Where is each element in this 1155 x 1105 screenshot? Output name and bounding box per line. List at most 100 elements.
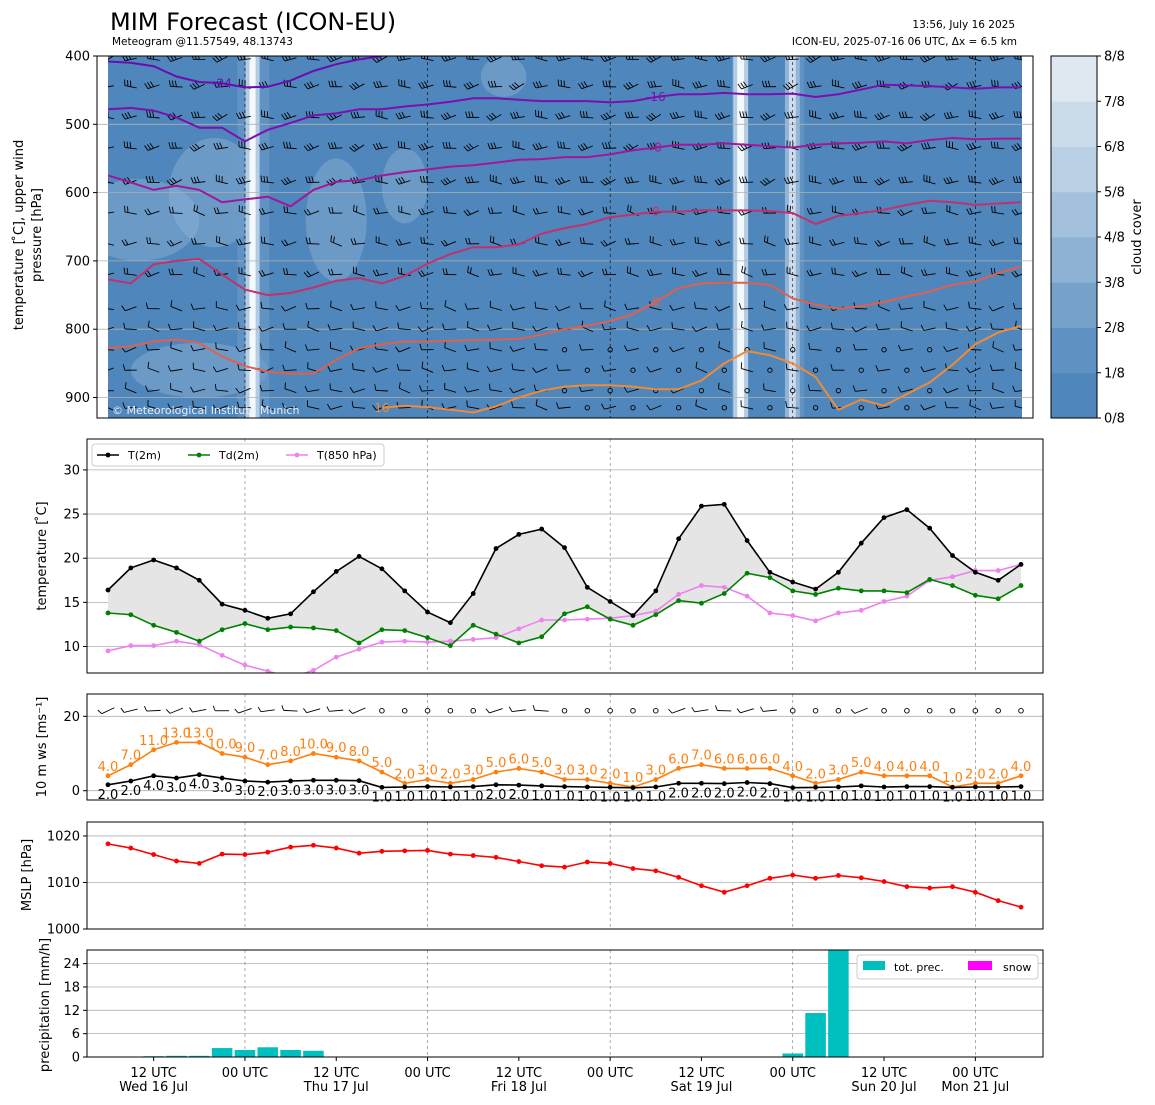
surface-calm-marker xyxy=(379,707,385,714)
barb-shaft xyxy=(1014,348,1022,351)
barb-feather xyxy=(965,367,971,373)
barb-shaft xyxy=(672,328,685,331)
barb-feather xyxy=(147,361,150,369)
barb-feather xyxy=(877,113,882,119)
barb-feather xyxy=(235,346,240,352)
barb-feather xyxy=(926,236,928,243)
gust-value-label: 2.0 xyxy=(805,767,826,782)
barb-feather xyxy=(283,206,286,213)
wind-barb xyxy=(260,236,274,246)
wind-barb xyxy=(191,111,206,119)
barb-feather xyxy=(809,207,814,214)
precip-bar xyxy=(280,1049,301,1057)
barb-feather xyxy=(307,320,310,328)
barb-feather xyxy=(516,111,520,118)
y-tick-label: 1010 xyxy=(47,876,80,891)
mean-wind-value-label: 1.0 xyxy=(897,790,918,805)
wind-mean-point xyxy=(836,784,841,790)
surface-wind-barb xyxy=(485,708,503,714)
barb-feather xyxy=(196,267,198,274)
barb-feather xyxy=(672,238,677,245)
barb-feather xyxy=(859,176,862,183)
wind-barb xyxy=(806,269,822,277)
barb-shaft xyxy=(330,405,343,410)
barb-feather xyxy=(489,300,491,308)
barb-feather xyxy=(578,385,582,392)
barb-shaft xyxy=(650,405,662,411)
wind-barb xyxy=(669,176,685,185)
gust-value-label: 2.0 xyxy=(600,767,621,782)
wind-barb xyxy=(831,267,845,276)
t850-point xyxy=(447,638,453,644)
wind-barb xyxy=(190,386,206,393)
barb-feather xyxy=(167,365,171,372)
barb-feather xyxy=(378,110,380,117)
wind-barb xyxy=(108,176,114,184)
t2m-point xyxy=(995,577,1001,583)
barb-feather xyxy=(417,326,423,332)
wind-barb xyxy=(535,399,548,411)
barb-shaft xyxy=(375,211,388,215)
wind-barb xyxy=(487,324,503,331)
wind-barb xyxy=(577,208,594,216)
barb-feather xyxy=(579,237,582,244)
barb-feather xyxy=(258,270,263,277)
barb-shaft xyxy=(216,389,229,392)
wind-barb xyxy=(760,112,776,121)
gust-point xyxy=(858,769,864,775)
barb-shaft xyxy=(353,272,365,277)
wind-barb xyxy=(923,235,936,247)
barb-feather xyxy=(557,178,563,184)
wind-barb xyxy=(921,142,936,150)
barb-feather xyxy=(601,365,605,372)
wind-barb xyxy=(122,364,137,371)
wind-barb xyxy=(236,238,251,246)
barb-feather xyxy=(509,345,514,352)
barb-feather xyxy=(509,304,514,311)
barb-shaft xyxy=(969,242,982,246)
barb-feather xyxy=(698,81,702,87)
wind-barb xyxy=(444,382,457,393)
barb-feather xyxy=(558,239,563,245)
wind-mean-point xyxy=(744,780,750,785)
t2m-point xyxy=(516,531,522,537)
td2m-point xyxy=(128,612,134,618)
wind-barb xyxy=(166,177,182,186)
barb-feather xyxy=(101,399,105,405)
barb-feather xyxy=(904,111,908,118)
calm-marker xyxy=(584,367,590,373)
colorbar-swatch xyxy=(1051,191,1097,238)
surface-calm-marker xyxy=(926,707,933,714)
pressure-tick-label: 900 xyxy=(65,391,90,406)
gust-point xyxy=(333,754,339,760)
barb-feather xyxy=(926,142,931,149)
barb-feather xyxy=(808,342,811,350)
wind-barb xyxy=(489,342,502,352)
barb-feather xyxy=(627,176,631,183)
wind-barb xyxy=(808,342,822,351)
barb-feather xyxy=(327,365,331,372)
barb-shaft xyxy=(695,405,708,411)
wind-barb xyxy=(260,110,274,119)
barb-feather xyxy=(1011,209,1016,216)
barb-feather xyxy=(988,113,993,120)
wind-barb xyxy=(237,363,251,372)
barb-feather xyxy=(192,400,194,407)
barb-feather xyxy=(974,111,976,118)
barb-shaft xyxy=(108,326,114,332)
wind-barb xyxy=(806,325,822,332)
barb-feather xyxy=(716,268,719,275)
barb-feather xyxy=(404,80,406,87)
barb-shaft xyxy=(123,708,138,713)
barb-feather xyxy=(943,239,948,246)
mslp-point xyxy=(493,854,499,860)
mean-wind-value-label: 1.0 xyxy=(645,790,666,805)
mslp-point xyxy=(721,889,727,895)
wind-barb xyxy=(600,177,616,186)
barb-shaft xyxy=(878,241,890,247)
barb-feather xyxy=(653,80,657,87)
barb-shaft xyxy=(878,212,891,214)
mslp-point xyxy=(356,850,362,856)
dewpoint-spread-fill xyxy=(108,504,1021,646)
